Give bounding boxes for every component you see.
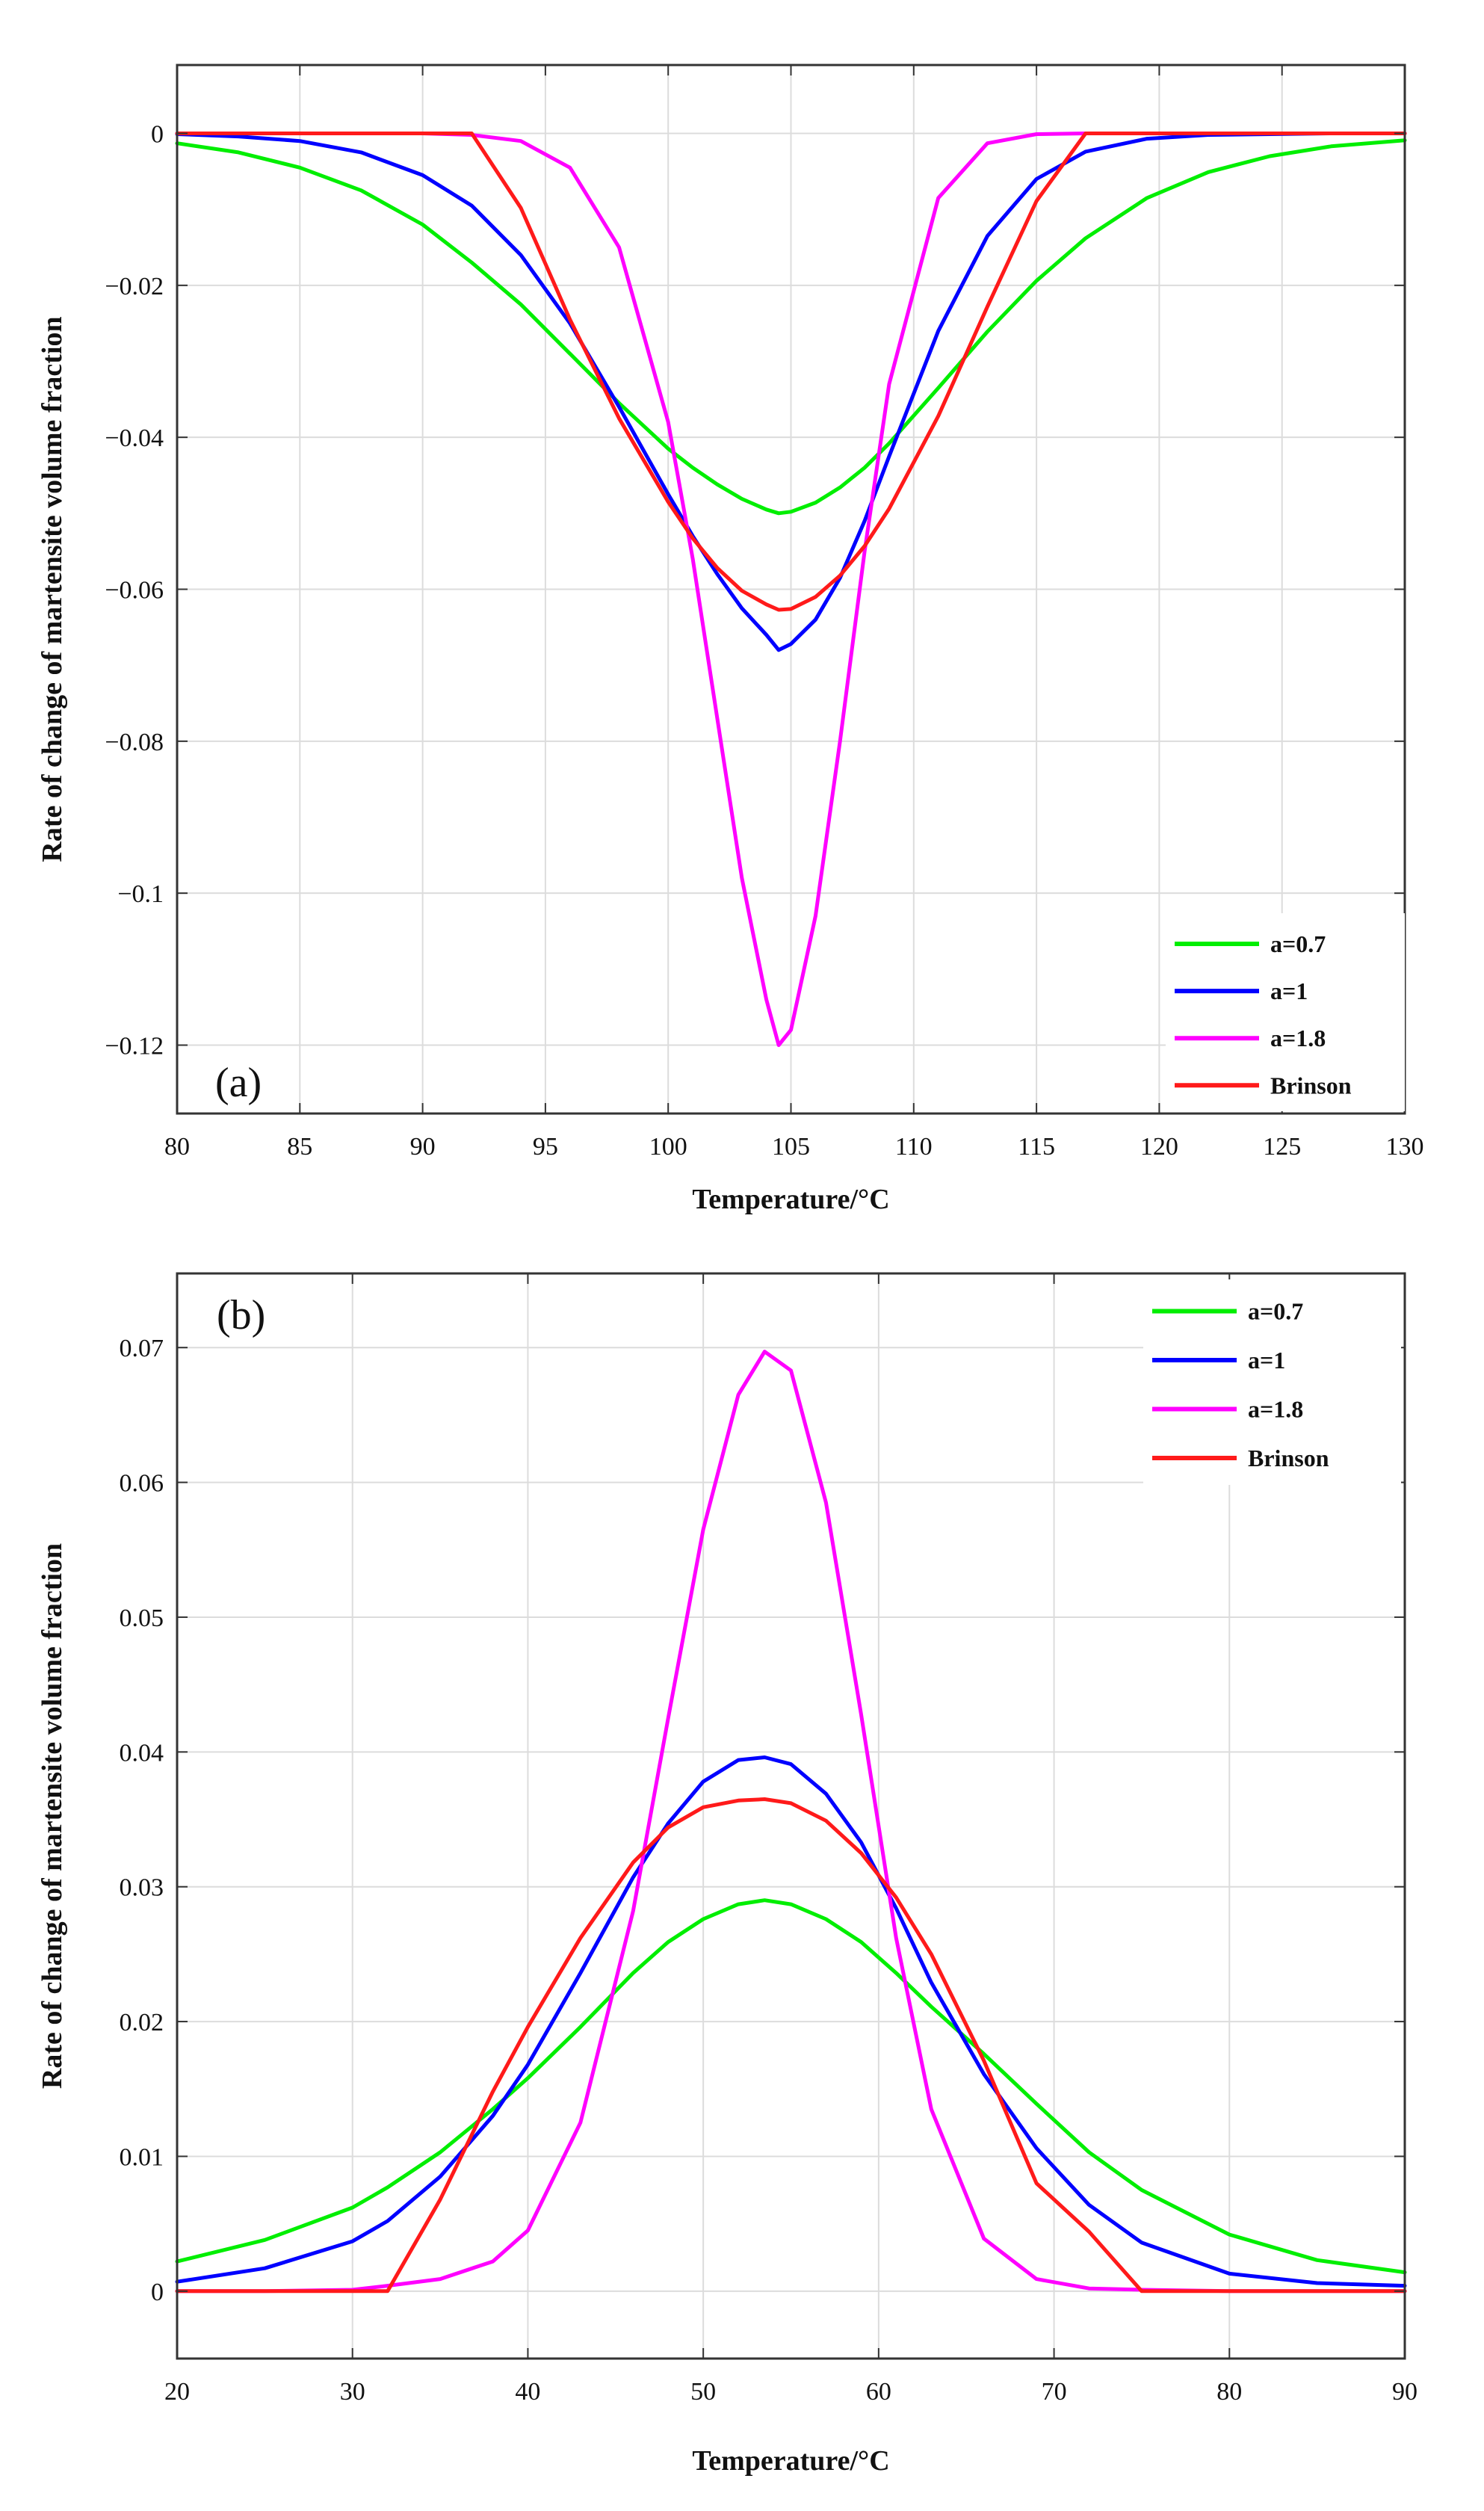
y-tick-label: −0.06 (105, 577, 164, 605)
y-tick-label: −0.08 (105, 729, 164, 756)
x-tick-label: 105 (772, 1133, 810, 1161)
ticks: 80 85 90 95 100 105 110 115 120 125 130 0 −0.02 −0.04… (105, 65, 1424, 1161)
x-tick-label: 125 (1263, 1133, 1301, 1161)
y-tick-label: −0.12 (105, 1033, 164, 1060)
x-tick-label: 20 (164, 2378, 190, 2406)
legend-label: a=1 (1270, 977, 1308, 1004)
series-line-a-0-7 (175, 138, 1407, 516)
x-axis-label: Temperature/°C (692, 2445, 889, 2477)
x-tick-label: 110 (895, 1133, 933, 1161)
x-tick-label: 40 (515, 2378, 540, 2406)
legend-label: a=0.7 (1248, 1298, 1303, 1325)
y-tick-label: 0.04 (120, 1739, 164, 1767)
y-tick-label: 0.05 (120, 1604, 164, 1632)
chart-panel-a: 80 85 90 95 100 105 110 115 120 125 130 0 −0.02 −0.04… (37, 64, 1424, 1215)
y-tick-label: −0.04 (105, 424, 164, 452)
legend-box (1166, 913, 1405, 1111)
y-tick-label: −0.02 (105, 273, 164, 300)
y-tick-label: 0.06 (120, 1470, 164, 1498)
y-tick-label: 0.01 (120, 2143, 164, 2171)
x-tick-label: 90 (1392, 2378, 1417, 2406)
legend-box (1143, 1279, 1401, 1485)
legend: a=0.7 a=1 a=1.8 Brinson (1166, 913, 1405, 1111)
legend-label: Brinson (1270, 1072, 1352, 1099)
x-axis-label: Temperature/°C (692, 1184, 889, 1215)
series-line-brinson (175, 132, 1407, 612)
grid (176, 65, 1406, 1114)
y-axis-label: Rate of change of martensite volume frac… (37, 316, 68, 862)
ticks: 20 30 40 50 60 70 80 90 0 0.01 0.02 0.03 0.04 0.05 0.0… (120, 1273, 1417, 2406)
series-line-brinson (175, 1797, 1407, 2294)
y-axis-label: Rate of change of martensite volume frac… (37, 1543, 68, 2089)
legend-label: a=1.8 (1248, 1396, 1303, 1423)
legend-label: a=0.7 (1270, 930, 1326, 957)
panel-label: (a) (215, 1060, 262, 1106)
x-tick-label: 95 (533, 1133, 558, 1161)
x-tick-label: 80 (1216, 2378, 1242, 2406)
x-tick-label: 90 (410, 1133, 436, 1161)
x-tick-label: 120 (1140, 1133, 1178, 1161)
y-tick-label: 0.02 (120, 2009, 164, 2036)
chart-panel-b: 20 30 40 50 60 70 80 90 0 0.01 0.02 0.03 0.04 0.05 0.0… (37, 1272, 1417, 2477)
legend-label: a=1.8 (1270, 1025, 1326, 1051)
axes-frame (176, 1272, 1406, 2360)
x-tick-label: 130 (1386, 1133, 1424, 1161)
series-group (175, 1350, 1407, 2294)
x-tick-label: 100 (649, 1133, 687, 1161)
series-group (175, 132, 1407, 1047)
x-tick-label: 60 (866, 2378, 891, 2406)
y-tick-label: 0.07 (120, 1335, 164, 1362)
y-tick-label: 0 (151, 121, 164, 149)
y-tick-label: 0.03 (120, 1874, 164, 1902)
panel-label: (b) (217, 1292, 265, 1338)
x-tick-label: 115 (1018, 1133, 1055, 1161)
series-line-a-1-8 (175, 1350, 1407, 2294)
x-tick-label: 80 (164, 1133, 190, 1161)
x-tick-label: 85 (287, 1133, 312, 1161)
legend-label: Brinson (1248, 1445, 1329, 1471)
series-line-a-1 (175, 1755, 1407, 2288)
y-tick-label: 0 (151, 2279, 164, 2306)
x-tick-label: 70 (1042, 2378, 1067, 2406)
legend: a=0.7 a=1 a=1.8 Brinson (1143, 1279, 1401, 1485)
legend-label: a=1 (1248, 1347, 1285, 1374)
x-tick-label: 30 (340, 2378, 365, 2406)
y-tick-label: −0.1 (117, 880, 164, 908)
series-line-a-0-7 (175, 1898, 1407, 2275)
x-tick-label: 50 (690, 2378, 716, 2406)
series-line-a-1 (175, 132, 1407, 652)
